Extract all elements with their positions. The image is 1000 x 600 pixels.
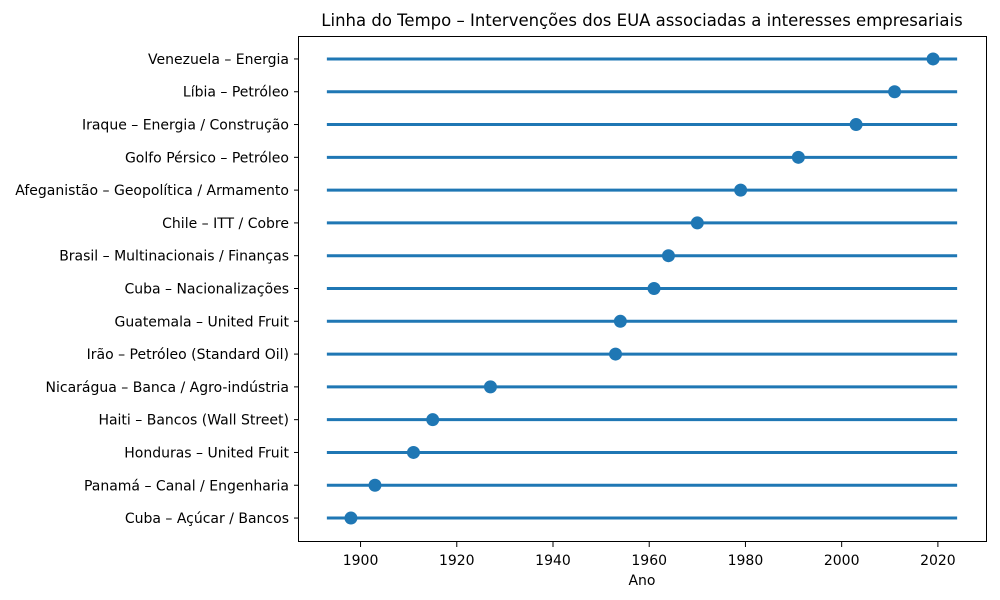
x-tick-label: 2000 — [824, 553, 860, 569]
y-tick-label: Irão – Petróleo (Standard Oil) — [87, 347, 289, 363]
event-dot — [661, 249, 675, 263]
y-tick-label: Iraque – Energia / Construção — [82, 118, 289, 134]
y-tick-label: Cuba – Nacionalizações — [124, 282, 289, 298]
y-tick-label: Haiti – Bancos (Wall Street) — [98, 413, 289, 429]
event-dot — [368, 478, 382, 492]
y-tick-label: Panamá – Canal / Engenharia — [84, 478, 289, 494]
plot-border — [298, 36, 987, 542]
x-tick-label: 1900 — [343, 553, 379, 569]
x-tick-label: 1960 — [631, 553, 667, 569]
event-dot — [406, 445, 420, 459]
event-dot — [926, 52, 940, 66]
y-tick-label: Guatemala – United Fruit — [115, 314, 290, 330]
event-dot — [888, 85, 902, 99]
event-dot — [483, 380, 497, 394]
x-tick-label: 1980 — [728, 553, 764, 569]
x-axis-label: Ano — [628, 573, 656, 589]
event-dot — [791, 150, 805, 164]
y-tick-label: Chile – ITT / Cobre — [162, 216, 289, 232]
y-tick-label: Brasil – Multinacionais / Finanças — [59, 249, 289, 265]
event-dot — [647, 282, 661, 295]
y-tick-label: Honduras – United Fruit — [124, 445, 289, 461]
event-dot — [613, 314, 627, 328]
event-dot — [344, 511, 358, 525]
event-dot — [426, 413, 440, 427]
x-tick-label: 1940 — [535, 553, 571, 569]
y-tick-label: Golfo Pérsico – Petróleo — [125, 150, 289, 166]
event-dot — [849, 118, 863, 132]
chart-title: Linha do Tempo – Intervenções dos EUA as… — [321, 11, 963, 30]
event-dot — [734, 183, 748, 197]
y-tick-label: Venezuela – Energia — [148, 52, 289, 68]
event-dot — [690, 216, 704, 230]
y-tick-label: Líbia – Petróleo — [183, 85, 289, 101]
y-tick-label: Afeganistão – Geopolítica / Armamento — [15, 183, 289, 199]
x-tick-label: 2020 — [920, 553, 956, 569]
y-tick-label: Cuba – Açúcar / Bancos — [125, 511, 289, 527]
x-tick-label: 1920 — [439, 553, 475, 569]
y-tick-label: Nicarágua – Banca / Agro-indústria — [46, 380, 289, 396]
event-dot — [609, 347, 623, 361]
